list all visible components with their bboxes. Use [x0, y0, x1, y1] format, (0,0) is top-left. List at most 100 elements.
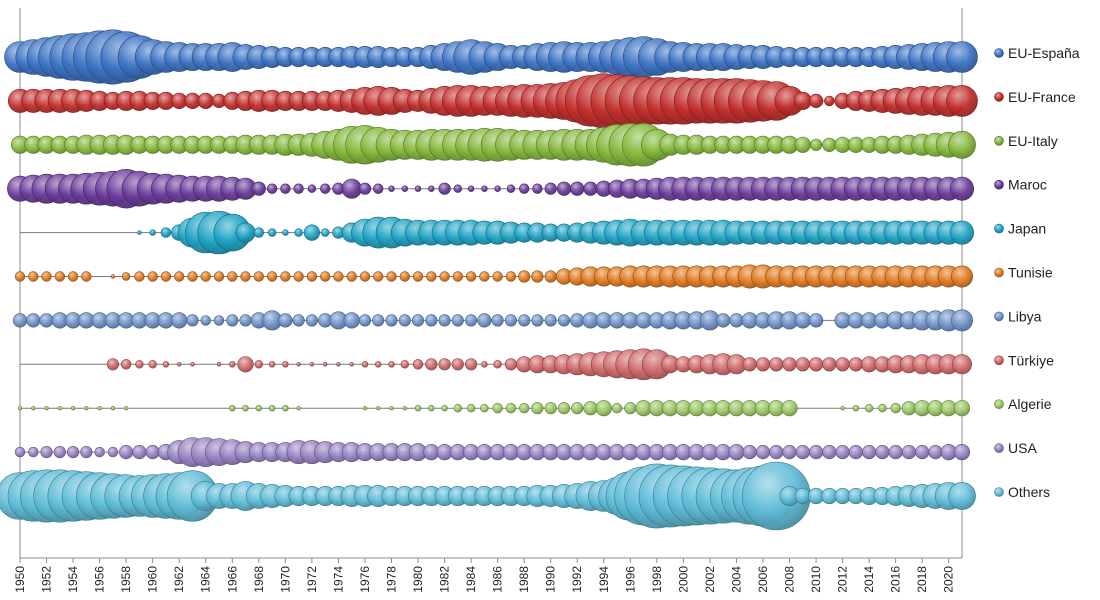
legend-label: EU-France [1008, 89, 1076, 105]
bubble [481, 361, 488, 368]
bubble [946, 41, 978, 73]
bubble [425, 358, 438, 371]
bubble [12, 313, 28, 328]
bubble [57, 406, 62, 411]
bubble [518, 314, 531, 327]
bubble [197, 92, 214, 109]
bubble [333, 271, 344, 282]
x-axis: 1950 1952 1954 1956 1958 1960 1962 1964 1966 1968… [13, 558, 956, 593]
bubble [402, 406, 407, 411]
bubble [385, 314, 398, 327]
x-tick-label: 2002 [703, 566, 717, 593]
bubble [861, 445, 877, 460]
bubble [399, 271, 410, 282]
bubble [452, 271, 463, 282]
bubble [557, 314, 571, 327]
x-tick-label: 1990 [544, 566, 558, 593]
bubble [216, 362, 222, 367]
bubble [160, 271, 172, 282]
bubble [949, 220, 974, 245]
bubble [67, 271, 79, 282]
bubble [504, 314, 518, 327]
bubble [493, 360, 502, 369]
bubble [822, 137, 837, 152]
bubble [323, 362, 328, 367]
bubble [94, 446, 105, 458]
x-tick-label: 1996 [623, 566, 637, 593]
bubble [306, 271, 318, 282]
series-row [11, 123, 976, 167]
bubble [949, 176, 974, 201]
x-tick-label: 2020 [942, 566, 956, 593]
series-row [17, 400, 971, 417]
bubble [480, 404, 489, 413]
bubble [852, 405, 860, 412]
x-tick-label: 2012 [836, 566, 850, 593]
legend-label: Libya [1008, 308, 1042, 324]
bubble [343, 312, 360, 329]
x-tick-label: 1972 [305, 566, 319, 593]
bubble [305, 314, 319, 327]
bubble [531, 314, 544, 327]
bubble [878, 404, 887, 413]
legend-marker [994, 179, 1004, 190]
bubble [494, 185, 501, 192]
legend-label: Tunisie [1008, 265, 1053, 281]
bubble [795, 445, 810, 460]
bubble [293, 271, 304, 282]
x-tick-label: 2010 [809, 566, 823, 593]
series-row [12, 309, 973, 332]
x-tick-label: 1986 [491, 566, 505, 593]
bubble [890, 403, 901, 414]
bubble [808, 93, 824, 108]
bubble [253, 271, 264, 282]
bubble [808, 313, 824, 328]
bubble [835, 445, 850, 460]
bubble [439, 271, 450, 282]
bubble [137, 230, 142, 235]
bubble [388, 361, 395, 368]
bubble [187, 271, 198, 282]
bubble [106, 358, 119, 371]
bubble [808, 445, 824, 460]
bubble [438, 358, 451, 371]
bubble [716, 313, 731, 328]
bubble [229, 405, 236, 412]
bubble [320, 271, 331, 282]
x-tick-label: 1982 [438, 566, 452, 593]
bubble [341, 178, 362, 199]
legend-marker [994, 267, 1004, 278]
x-tick-label: 1974 [331, 566, 345, 593]
bubble [441, 405, 448, 412]
bubble [479, 271, 490, 282]
bubble [583, 181, 598, 196]
bubble [411, 314, 425, 327]
legend-marker [994, 487, 1004, 497]
bubble [235, 222, 256, 243]
bubble [728, 444, 745, 461]
bubble [372, 314, 385, 327]
bubble [477, 313, 492, 328]
bubble [186, 314, 199, 327]
bubble [544, 270, 557, 283]
bubble [453, 404, 462, 413]
bubble [848, 445, 864, 460]
legend-item: EU-Italy [994, 133, 1058, 149]
bubble [414, 405, 422, 412]
bubble [532, 183, 543, 194]
x-tick-label: 1958 [119, 566, 133, 593]
bubble [226, 314, 239, 327]
legend: EU-España EU-France EU-Italy Maroc Japan Tuni… [994, 45, 1080, 500]
bubble [375, 361, 382, 368]
bubble [174, 271, 185, 282]
bubble [296, 406, 301, 411]
x-tick-label: 1984 [464, 566, 478, 593]
bubble [570, 313, 585, 328]
bubble [362, 406, 368, 411]
bubble [28, 271, 39, 282]
bubble [296, 362, 301, 367]
bubble [118, 445, 134, 460]
bubble [466, 404, 476, 413]
x-tick-label: 1952 [40, 566, 54, 593]
bubble [358, 182, 372, 195]
